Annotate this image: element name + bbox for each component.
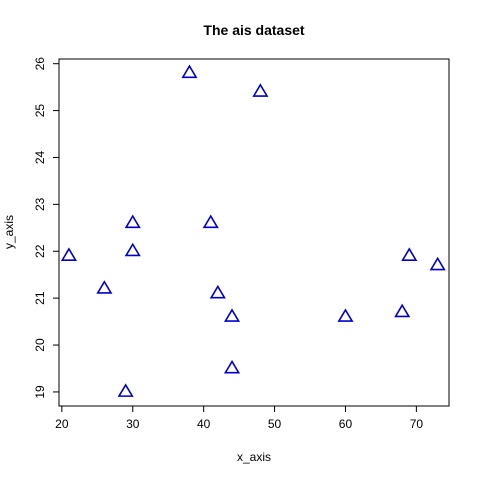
scatter-point bbox=[124, 214, 141, 229]
scatter-point bbox=[181, 64, 198, 79]
scatter-point bbox=[429, 256, 446, 271]
scatter-point bbox=[209, 284, 226, 299]
scatter-point bbox=[117, 383, 134, 397]
y-axis-label: y_axis bbox=[2, 215, 16, 249]
y-tick-label: 22 bbox=[33, 244, 47, 258]
scatter-point bbox=[337, 308, 354, 322]
x-tick-label: 40 bbox=[197, 417, 211, 431]
scatter-point bbox=[394, 303, 411, 318]
y-tick-label: 23 bbox=[33, 197, 47, 211]
y-tick-label: 26 bbox=[33, 57, 47, 71]
x-axis-label: x_axis bbox=[237, 450, 271, 464]
scatter-point bbox=[223, 359, 241, 374]
y-tick-label: 24 bbox=[33, 150, 47, 164]
chart-title: The ais dataset bbox=[203, 22, 304, 38]
x-tick-label: 20 bbox=[55, 417, 69, 431]
scatter-point bbox=[223, 308, 241, 322]
y-tick-label: 19 bbox=[33, 385, 47, 399]
plot-frame bbox=[58, 58, 450, 407]
scatter-point bbox=[202, 214, 219, 229]
scatter-point bbox=[60, 247, 77, 261]
scatter-point bbox=[252, 83, 269, 97]
scatter-point bbox=[96, 280, 113, 294]
scatter-point bbox=[401, 247, 418, 261]
x-tick-label: 70 bbox=[410, 417, 424, 431]
x-tick-label: 30 bbox=[126, 417, 140, 431]
y-tick-label: 25 bbox=[33, 104, 47, 118]
y-tick-label: 20 bbox=[33, 338, 47, 352]
y-tick-label: 21 bbox=[33, 291, 47, 305]
data-points bbox=[60, 64, 446, 397]
x-axis: 20 30 40 50 60 70 bbox=[55, 405, 424, 431]
scatter-point bbox=[124, 242, 141, 257]
x-tick-label: 60 bbox=[339, 417, 353, 431]
x-tick-label: 50 bbox=[268, 417, 282, 431]
y-axis: 19 20 21 22 23 24 25 26 bbox=[33, 57, 60, 399]
